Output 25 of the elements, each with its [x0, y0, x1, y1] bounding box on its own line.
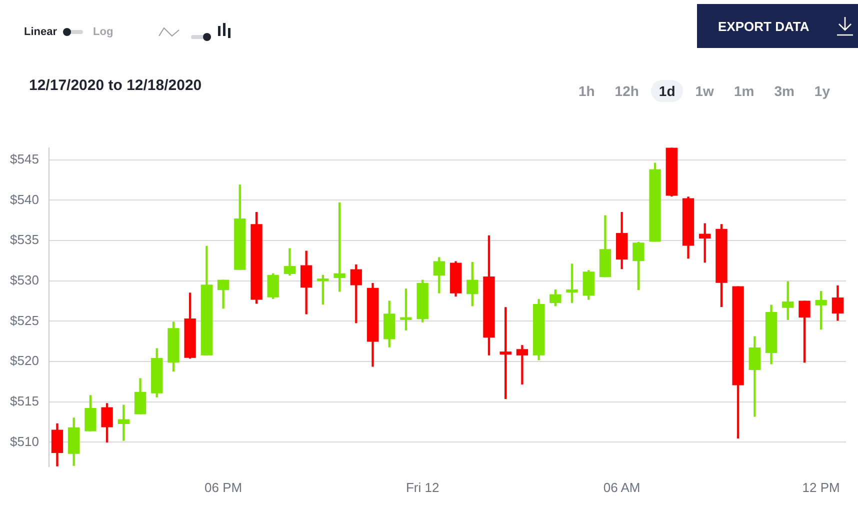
x-tick-label: 12 PM — [802, 480, 840, 495]
y-tick-label: $525 — [10, 312, 39, 328]
text: EXPORT DATA — [718, 18, 810, 34]
text: 1m — [732, 82, 756, 101]
text: Linear — [24, 26, 58, 38]
y-tick-label: $510 — [10, 434, 39, 449]
chart-title: 12/17/2020 to 12/18/2020 — [29, 77, 202, 94]
text: 1y — [813, 82, 831, 101]
x-tick-label: 06 PM — [204, 480, 242, 495]
x-tick-label: 06 AM — [603, 480, 640, 495]
text: Log — [93, 26, 114, 38]
candlestick — [500, 307, 512, 399]
y-tick-label: $520 — [10, 353, 39, 368]
y-tick-label: $545 — [10, 151, 39, 166]
y-tick-label: $530 — [10, 272, 39, 288]
candlestick — [516, 345, 528, 384]
y-tick-label: $515 — [10, 393, 39, 408]
y-tick-label: $540 — [10, 192, 39, 207]
text: 1d — [650, 80, 684, 102]
y-tick-label: $535 — [10, 232, 39, 248]
text: 3m — [773, 82, 796, 101]
text: 1h — [577, 82, 596, 101]
x-tick-label: Fri 12 — [406, 480, 440, 495]
text: 1w — [694, 82, 715, 101]
text: 12h — [614, 82, 640, 101]
